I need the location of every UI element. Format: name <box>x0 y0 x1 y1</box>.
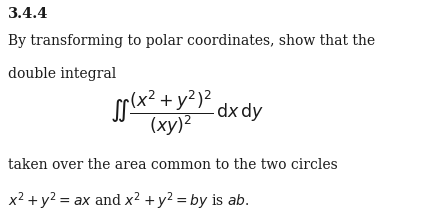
Text: double integral: double integral <box>8 67 116 81</box>
Text: taken over the area common to the two circles: taken over the area common to the two ci… <box>8 158 338 172</box>
Text: $\iint \dfrac{(x^2+y^2)^2}{(xy)^2}\,\mathrm{d}x\,\mathrm{d}y$: $\iint \dfrac{(x^2+y^2)^2}{(xy)^2}\,\mat… <box>110 88 264 138</box>
Text: By transforming to polar coordinates, show that the: By transforming to polar coordinates, sh… <box>8 34 375 48</box>
Text: 3.4.4: 3.4.4 <box>8 7 49 21</box>
Text: $x^2+y^2=ax$ and $x^2+y^2=by$ is $ab$.: $x^2+y^2=ax$ and $x^2+y^2=by$ is $ab$. <box>8 190 250 209</box>
